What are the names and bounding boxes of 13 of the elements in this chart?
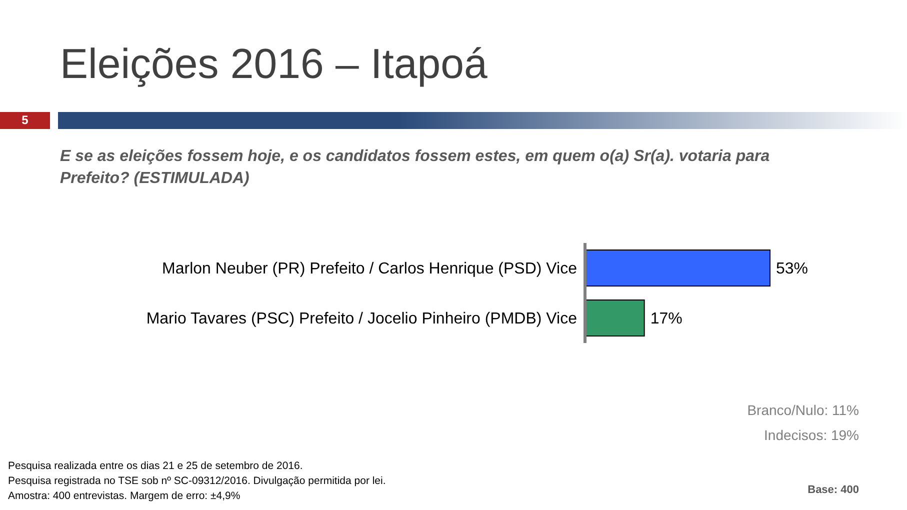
- text: 5: [0, 112, 50, 129]
- text: Branco/Nulo: 11%: [747, 402, 859, 418]
- text: Indecisos: 19%: [764, 427, 859, 443]
- text: E se as eleições fossem hoje, e os candidatos fossem estes, em quem o(a) Sr(a). votaria para Prefeito? (ESTIMULADA): [60, 147, 771, 189]
- text: Base: 400: [808, 484, 859, 496]
- data-label: 17%: [650, 310, 682, 328]
- text: Amostra: 400 entrevistas. Margem de erro: ±4,9%: [8, 490, 240, 502]
- chart-title: Eleições 2016 – Itapoá: [60, 40, 488, 88]
- text: Pesquisa registrada no TSE sob nº SC-09312/2016. Divulgação permitida por lei.: [8, 475, 386, 487]
- data-label: 53%: [776, 260, 808, 278]
- y-tick-label: Marlon Neuber (PR) Prefeito / Carlos Henrique (PSD) Vice: [162, 260, 578, 278]
- y-tick-label: Mario Tavares (PSC) Prefeito / Jocelio Pinheiro (PMDB) Vice: [146, 310, 578, 328]
- text: Pesquisa realizada entre os dias 21 e 25 de setembro de 2016.: [8, 460, 303, 472]
